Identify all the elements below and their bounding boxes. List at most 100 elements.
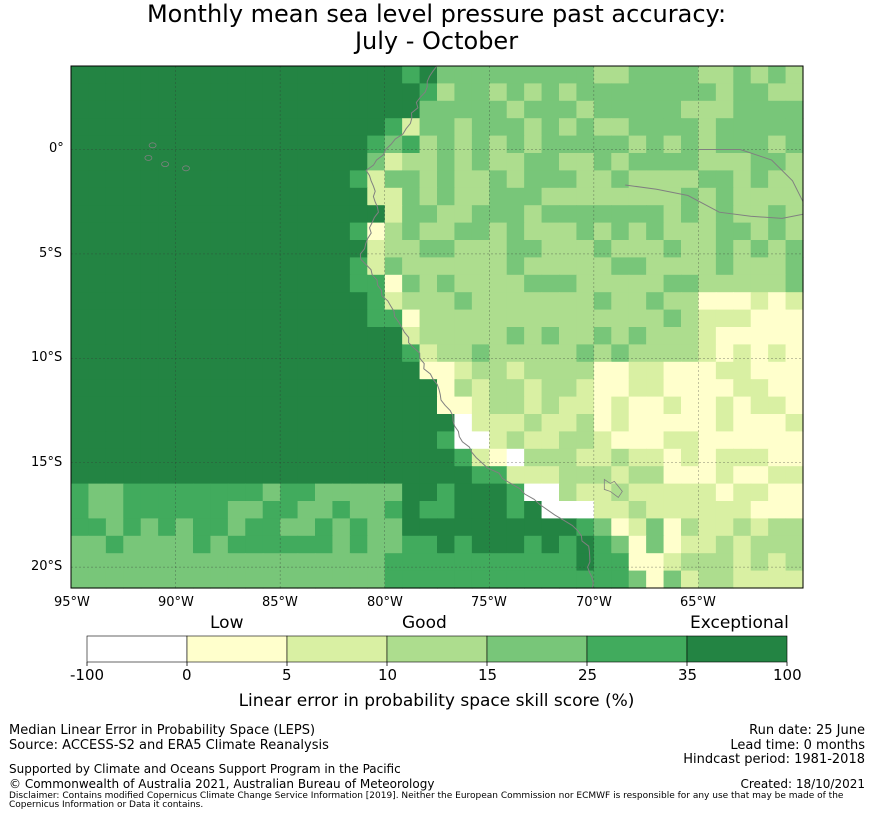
footer-method: Median Linear Error in Probability Space… bbox=[9, 723, 316, 738]
heatmap-cell bbox=[768, 483, 787, 502]
heatmap-cell bbox=[715, 66, 734, 84]
heatmap-cell bbox=[227, 274, 246, 293]
heatmap-cell bbox=[262, 344, 281, 363]
heatmap-cell bbox=[785, 518, 804, 537]
heatmap-cell bbox=[454, 379, 473, 398]
heatmap-cell bbox=[437, 274, 456, 293]
heatmap-cell bbox=[158, 66, 177, 84]
heatmap-cell bbox=[541, 135, 560, 154]
heatmap-cell bbox=[681, 292, 700, 311]
heatmap-cell bbox=[88, 170, 107, 189]
heatmap-cell bbox=[280, 83, 299, 102]
heatmap-cell bbox=[332, 292, 351, 311]
heatmap-cell bbox=[471, 83, 490, 102]
heatmap-cell bbox=[227, 518, 246, 537]
heatmap-cell bbox=[71, 153, 90, 171]
heatmap-cell bbox=[506, 518, 525, 537]
heatmap-cell bbox=[628, 205, 647, 224]
heatmap-cell bbox=[140, 379, 159, 398]
heatmap-cell bbox=[210, 553, 229, 572]
heatmap-cell bbox=[471, 553, 490, 572]
heatmap-cell bbox=[750, 83, 769, 102]
heatmap-cell bbox=[210, 274, 229, 293]
heatmap-cell bbox=[646, 292, 665, 311]
heatmap-cell bbox=[541, 205, 560, 224]
heatmap-cell bbox=[437, 240, 456, 258]
heatmap-cell bbox=[367, 309, 386, 328]
heatmap-cell bbox=[698, 466, 717, 485]
heatmap-cell bbox=[715, 257, 734, 276]
heatmap-cell bbox=[506, 66, 525, 84]
heatmap-cell bbox=[768, 379, 787, 398]
heatmap-cell bbox=[698, 396, 717, 415]
heatmap-cell bbox=[123, 501, 142, 519]
heatmap-cell bbox=[262, 257, 281, 276]
heatmap-cell bbox=[681, 570, 700, 589]
heatmap-cell bbox=[88, 483, 107, 502]
heatmap-cell bbox=[349, 240, 368, 258]
heatmap-cell bbox=[349, 100, 368, 119]
heatmap-cell bbox=[715, 135, 734, 154]
heatmap-cell bbox=[663, 187, 682, 206]
heatmap-cell bbox=[785, 483, 804, 502]
heatmap-cell bbox=[315, 240, 334, 258]
heatmap-cell bbox=[105, 535, 124, 554]
heatmap-cell bbox=[297, 344, 316, 363]
heatmap-cell bbox=[576, 483, 595, 502]
heatmap-cell bbox=[315, 118, 334, 137]
heatmap-cell bbox=[489, 396, 508, 415]
heatmap-cell bbox=[123, 309, 142, 328]
heatmap-cell bbox=[384, 483, 403, 502]
heatmap-cell bbox=[315, 431, 334, 450]
heatmap-cell bbox=[576, 501, 595, 519]
heatmap-cell bbox=[105, 66, 124, 84]
map-chart bbox=[70, 65, 804, 666]
heatmap-cell bbox=[315, 309, 334, 328]
heatmap-cell bbox=[105, 327, 124, 345]
heatmap-cell bbox=[175, 118, 194, 137]
heatmap-cell bbox=[140, 240, 159, 258]
river-negro bbox=[698, 149, 804, 202]
heatmap-cell bbox=[419, 100, 438, 119]
heatmap-cell bbox=[210, 240, 229, 258]
heatmap-cell bbox=[437, 83, 456, 102]
island-outline bbox=[148, 142, 157, 149]
heatmap-cell bbox=[715, 396, 734, 415]
heatmap-cell bbox=[262, 466, 281, 485]
heatmap-cell bbox=[210, 205, 229, 224]
heatmap-cell bbox=[71, 187, 90, 206]
heatmap-cell bbox=[646, 501, 665, 519]
heatmap-cell bbox=[454, 66, 473, 84]
heatmap-cell bbox=[297, 222, 316, 241]
colorbar-swatch bbox=[386, 635, 488, 663]
heatmap-cell bbox=[506, 501, 525, 519]
heatmap-cell bbox=[524, 170, 543, 189]
heatmap-cell bbox=[524, 535, 543, 554]
heatmap-cell bbox=[715, 535, 734, 554]
heatmap-cell bbox=[105, 118, 124, 137]
heatmap-cell bbox=[628, 501, 647, 519]
heatmap-cell bbox=[88, 135, 107, 154]
heatmap-cell bbox=[785, 327, 804, 345]
heatmap-cell bbox=[227, 222, 246, 241]
heatmap-cell bbox=[367, 292, 386, 311]
heatmap-cell bbox=[524, 100, 543, 119]
heatmap-cell bbox=[471, 448, 490, 467]
heatmap-cell bbox=[193, 170, 212, 189]
heatmap-cell bbox=[419, 431, 438, 450]
heatmap-cell bbox=[559, 66, 578, 84]
heatmap-cell bbox=[524, 66, 543, 84]
heatmap-cell bbox=[646, 448, 665, 467]
heatmap-cell bbox=[262, 309, 281, 328]
heatmap-cell bbox=[245, 553, 264, 572]
heatmap-cell bbox=[175, 205, 194, 224]
heatmap-cell bbox=[71, 274, 90, 293]
heatmap-cell bbox=[715, 292, 734, 311]
heatmap-cell bbox=[158, 344, 177, 363]
heatmap-cell bbox=[280, 431, 299, 450]
heatmap-cell bbox=[419, 553, 438, 572]
heatmap-cell bbox=[280, 66, 299, 84]
heatmap-cell bbox=[262, 570, 281, 589]
heatmap-cell bbox=[646, 100, 665, 119]
colorbar-tick: 100 bbox=[773, 666, 802, 684]
